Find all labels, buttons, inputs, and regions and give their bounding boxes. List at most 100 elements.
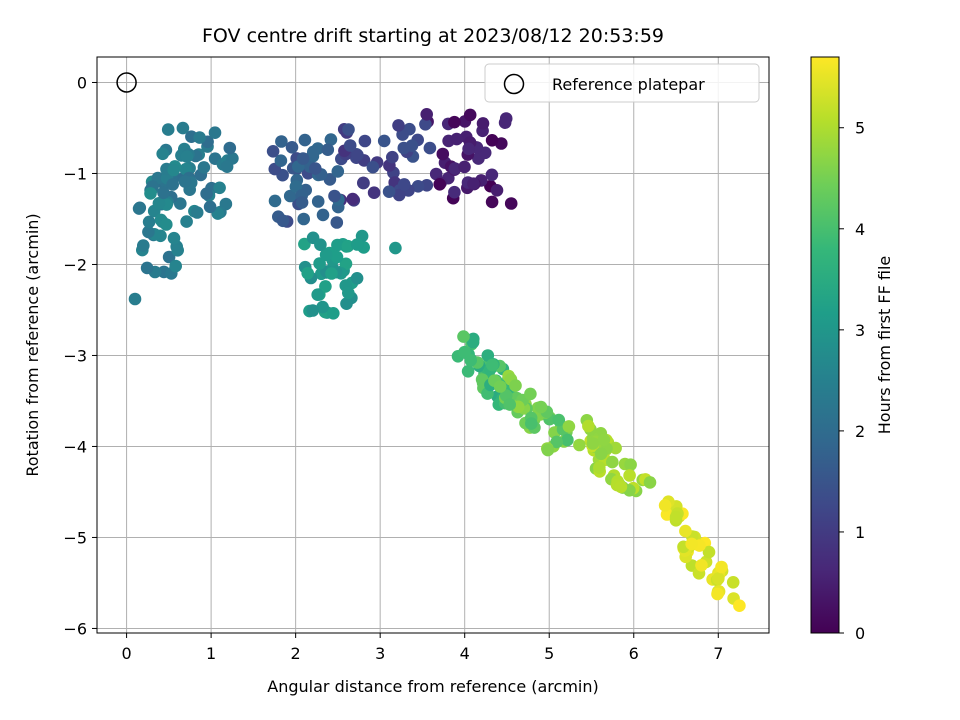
scatter-point [448,115,461,129]
scatter-point [197,161,211,174]
scatter-point [298,237,311,251]
colorbar: 0 1 2 3 4 5 Hours from first FF file [810,56,894,643]
scatter-point [397,141,411,155]
scatter-point [586,437,600,450]
scatter-point [330,216,344,229]
scatter-point [180,215,193,228]
scatter-point [466,336,480,349]
scatter-point [309,162,322,175]
scatter-point [552,413,566,427]
legend-box [484,63,760,103]
scatter-point [448,185,461,199]
scatter-point [327,307,340,320]
scatter-point [301,267,315,280]
scatter-point [346,192,360,206]
y-tick-label: −6 [63,619,87,638]
chart-title: FOV centre drift starting at 2023/08/12 … [202,25,664,47]
scatter-point [561,433,574,447]
scatter-point [203,200,217,214]
scatter-point [339,257,353,271]
scatter-point [358,134,372,148]
scatter-point [295,196,309,209]
scatter-point [614,480,628,494]
scatter-point [457,330,470,343]
scatter-point [392,119,405,132]
scatter-point [525,417,538,430]
scatter-point [161,123,175,136]
scatter-point [462,142,475,156]
scatter-point [367,186,381,199]
scatter-point [669,510,683,524]
scatter-point [524,387,537,401]
scatter-point [142,225,155,239]
x-tick-label: 4 [460,644,470,663]
colorbar-gradient [810,56,840,634]
scatter-point [448,162,462,175]
scatter-point [623,469,636,482]
scatter-point [341,239,355,253]
y-tick-label: 0 [77,73,87,92]
scatter-point [137,239,150,252]
scatter-point [285,141,299,154]
scatter-point [223,141,237,155]
colorbar-tick-label: 4 [855,220,865,239]
x-tick-label: 7 [713,644,723,663]
scatter-point [328,189,341,203]
scatter-point [144,187,157,200]
scatter-point [702,545,716,559]
scatter-point [389,241,402,255]
scatter-point [162,250,176,264]
scatter-point [319,248,333,262]
y-tick-label: −1 [63,164,87,183]
scatter-point [220,160,234,173]
scatter-point [679,524,692,538]
scatter-point [316,300,329,314]
scatter-point [485,134,499,147]
scatter-point [433,178,447,191]
colorbar-ticks: 0 1 2 3 4 5 [839,119,865,643]
y-axis-ticks: 0 −1 −2 −3 −4 −5 −6 [63,73,97,638]
scatter-point [213,181,226,195]
scatter-point [313,257,326,270]
scatter-point [467,177,480,190]
scatter-point [166,178,179,191]
x-tick-label: 5 [544,644,554,663]
scatter-point [311,288,325,302]
scatter-point [178,175,192,188]
scatter-point [275,135,288,148]
x-axis-ticks: 0 1 2 3 4 5 6 7 [121,633,723,663]
scatter-point [193,131,206,144]
scatter-point [485,195,499,209]
scatter-point [573,438,586,452]
scatter-point [324,133,338,146]
scatter-point [190,206,204,219]
scatter-point [541,443,555,457]
scatter-point [157,186,170,200]
scatter-point [733,599,746,612]
scatter-point [169,259,182,273]
scatter-point [180,150,194,163]
scatter-point [450,132,464,146]
scatter-point [486,358,499,372]
scatter-point [461,365,475,378]
scatter-point [419,118,432,131]
scatter-point [643,476,657,489]
scatter-point [392,188,406,202]
scatter-point [343,139,357,152]
scatter-point [609,441,622,455]
scatter-point [490,184,504,197]
y-tick-label: −2 [63,255,87,274]
scatter-point [350,238,364,251]
scatter-point [274,154,288,167]
scatter-point [458,160,471,174]
scatter-point [342,286,355,300]
scatter-point [357,176,370,190]
scatter-point [268,194,282,208]
x-axis-label: Angular distance from reference (arcmin) [267,677,598,696]
scatter-point [695,559,708,572]
scatter-point [562,420,576,433]
scatter-point [606,455,619,469]
scatter-point [711,587,724,601]
scatter-point [160,218,173,231]
